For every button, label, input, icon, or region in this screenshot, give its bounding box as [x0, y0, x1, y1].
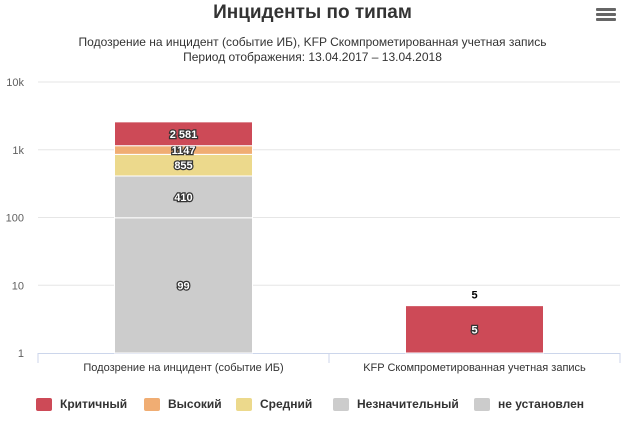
- bar-segment: [114, 175, 253, 219]
- bar-data-label: 99: [177, 280, 189, 292]
- legend-swatch: [36, 397, 52, 411]
- bar-data-label: 5: [471, 324, 477, 336]
- bar-segment: [114, 121, 253, 147]
- bar-segment: [405, 305, 544, 354]
- legend-label: Незначительный: [357, 397, 459, 411]
- legend-item[interactable]: Высокий: [144, 397, 222, 411]
- y-tick-label: 10k: [6, 77, 24, 89]
- chart-legend: Критичный Высокий Средний Незначительный не …: [0, 397, 625, 415]
- y-tick-label: 10: [12, 280, 24, 292]
- legend-label: Критичный: [60, 397, 128, 411]
- subtitle-line-1: Подозрение на инцидент (событие ИБ), KFP…: [78, 35, 547, 49]
- x-category-label: Подозрение на инцидент (событие ИБ): [83, 362, 283, 374]
- bar-data-label: 855: [174, 160, 192, 172]
- legend-item[interactable]: Критичный: [36, 397, 127, 411]
- legend-label: Высокий: [168, 397, 222, 411]
- chart-title: Инциденты по типам: [213, 2, 412, 23]
- bar-data-label: 1147: [172, 145, 196, 157]
- legend-swatch: [333, 397, 349, 411]
- hamburger-menu-icon[interactable]: [596, 8, 616, 24]
- y-tick-label: 1k: [12, 145, 24, 157]
- bar-total-label: 5: [471, 290, 477, 302]
- y-tick-label: 1: [18, 348, 24, 360]
- legend-item[interactable]: не установлен: [474, 397, 584, 411]
- chart-subtitle: Подозрение на инцидент (событие ИБ), KFP…: [0, 35, 625, 65]
- x-category-label: KFP Скомпрометированная учетная запись: [363, 362, 586, 374]
- legend-label: Средний: [260, 397, 313, 411]
- legend-item[interactable]: Средний: [236, 397, 312, 411]
- bar-chart: 1 10 100 1k 10k 99 410 855 1147 2 581 Подозрение н…: [6, 77, 621, 374]
- legend-swatch: [144, 397, 160, 411]
- legend-label: не установлен: [498, 397, 585, 411]
- bar-data-label: 410: [174, 192, 192, 204]
- y-tick-label: 100: [6, 213, 24, 225]
- subtitle-line-2: Период отображения: 13.04.2017 – 13.04.2…: [183, 50, 442, 64]
- bar-segment: [114, 217, 253, 354]
- bar-data-label: 2 581: [170, 129, 198, 141]
- legend-swatch: [236, 397, 252, 411]
- legend-swatch: [474, 397, 490, 411]
- legend-item[interactable]: Незначительный: [333, 397, 459, 411]
